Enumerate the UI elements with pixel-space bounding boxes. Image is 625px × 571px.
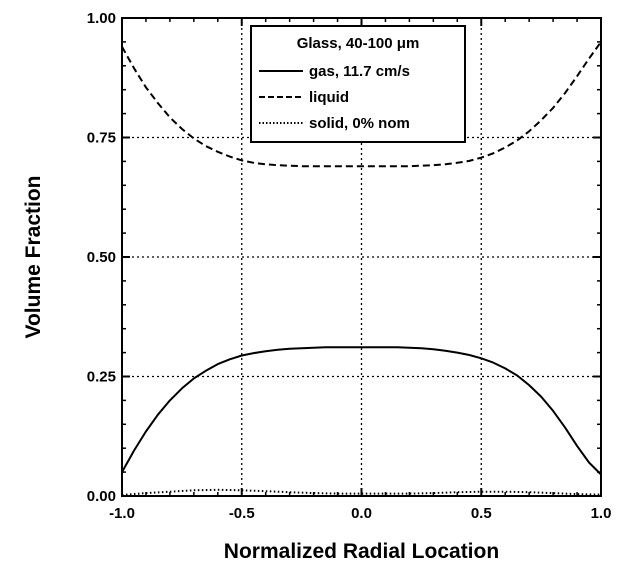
legend-label-liquid: liquid	[309, 89, 349, 106]
y-tick-label: 0.00	[87, 488, 116, 505]
y-tick-label: 0.50	[87, 249, 116, 266]
y-tick-label: 0.25	[87, 369, 116, 386]
x-tick-label: -0.5	[229, 505, 255, 522]
legend-label-solid: solid, 0% nom	[309, 115, 410, 132]
legend: Glass, 40-100 μm gas, 11.7 cm/s liquid s…	[250, 25, 466, 143]
x-tick-label: -1.0	[109, 505, 135, 522]
series-line-liquid	[121, 41, 602, 168]
legend-box	[250, 25, 466, 143]
x-tick-label: 1.0	[591, 505, 612, 522]
legend-title: Glass, 40-100 μm	[297, 35, 420, 52]
y-tick-label: 0.75	[87, 130, 116, 147]
series-layer	[121, 41, 602, 496]
y-axis-title: Volume Fraction	[22, 176, 45, 339]
tick-marks	[121, 17, 602, 497]
tick-labels: -1.0 -0.5 0.0 0.5 1.0 0.00 0.25 0.50 0.75 1.00	[87, 10, 612, 522]
series-line-gas	[121, 346, 602, 476]
series-line-solid	[121, 488, 602, 496]
y-tick-label: 1.00	[87, 10, 116, 27]
x-tick-label: 0.0	[351, 505, 372, 522]
x-tick-label: 0.5	[471, 505, 492, 522]
legend-label-gas: gas, 11.7 cm/s	[309, 63, 410, 80]
x-axis-title: Normalized Radial Location	[224, 540, 499, 563]
